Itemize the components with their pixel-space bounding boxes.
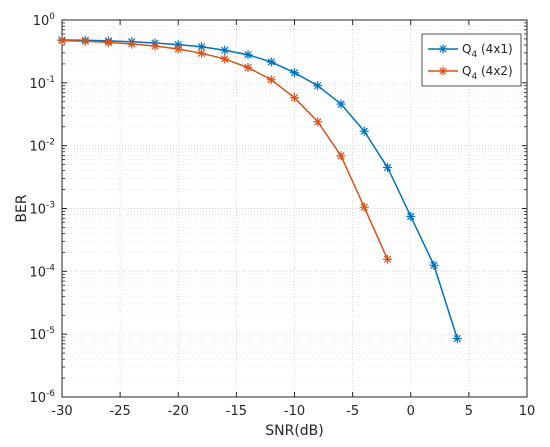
legend-marker-1 [438, 44, 448, 54]
x-tick-label: -20 [168, 404, 189, 419]
x-tick-label: -25 [110, 404, 131, 419]
marker-stroke [383, 163, 392, 172]
marker-stroke [197, 49, 206, 57]
data-point-series-1 [452, 334, 462, 344]
data-point-series-2 [290, 93, 299, 103]
marker-stroke [383, 255, 392, 264]
marker-stroke [453, 334, 461, 343]
y-tick-label: 10-3 [29, 201, 55, 218]
y-axis-label: BER [14, 194, 30, 222]
data-point-series-2 [80, 36, 90, 46]
data-point-series-2 [359, 202, 369, 212]
data-point-series-2 [57, 36, 67, 46]
legend-label-1: Q4 (4x1) [462, 42, 513, 60]
x-tick-label: 10 [519, 404, 536, 419]
marker-stroke [439, 67, 447, 75]
marker-stroke [267, 58, 275, 66]
marker-stroke [430, 261, 438, 269]
data-point-series-1 [313, 81, 323, 91]
data-point-series-1 [266, 57, 276, 67]
data-point-series-2 [150, 41, 160, 51]
data-point-series-2 [197, 48, 206, 58]
legend-label-2: Q4 (4x2) [462, 64, 513, 82]
data-point-series-2 [127, 39, 137, 49]
data-point-series-1 [220, 45, 230, 55]
data-point-series-2 [336, 151, 346, 161]
marker-stroke [81, 37, 89, 45]
marker-stroke [314, 82, 322, 90]
marker-stroke [360, 127, 368, 135]
data-point-series-1 [336, 99, 346, 109]
data-point-series-2 [104, 37, 113, 47]
x-tick-label: -30 [51, 404, 72, 419]
marker-stroke [104, 38, 113, 47]
marker-stroke [290, 69, 299, 77]
data-point-series-2 [173, 44, 183, 54]
marker-stroke [407, 212, 415, 221]
marker-stroke [244, 63, 252, 72]
data-point-series-2 [266, 75, 276, 85]
data-point-series-1 [383, 162, 392, 172]
marker-stroke [439, 45, 447, 53]
marker-stroke [290, 94, 299, 102]
data-point-series-1 [290, 68, 299, 78]
y-tick-label: 10-6 [29, 389, 55, 406]
data-point-series-2 [243, 63, 253, 73]
data-point-series-1 [359, 126, 369, 136]
marker-stroke [128, 40, 136, 48]
x-tick-label: -15 [226, 404, 247, 419]
marker-stroke [197, 43, 206, 51]
legend: Q4 (4x1) Q4 (4x2) [421, 33, 522, 87]
marker-stroke [221, 46, 229, 54]
series-layer [57, 35, 462, 344]
x-tick-label: -5 [346, 404, 359, 419]
data-point-series-1 [243, 50, 253, 60]
y-tick-label: 100 [33, 12, 56, 29]
y-tick-label: 10-5 [29, 326, 55, 343]
marker-stroke [360, 203, 368, 211]
marker-stroke [221, 55, 229, 63]
marker-stroke [267, 76, 275, 84]
y-tick-label: 10-2 [29, 138, 55, 155]
legend-marker-2 [438, 66, 448, 76]
marker-stroke [174, 45, 182, 53]
marker-stroke [151, 42, 159, 50]
legend-box [421, 33, 522, 87]
data-point-series-1 [197, 42, 206, 52]
y-tick-label: 10-1 [29, 75, 55, 92]
marker-stroke [337, 152, 345, 160]
x-tick-label: -10 [284, 404, 305, 419]
marker-stroke [337, 100, 345, 108]
data-point-series-1 [429, 260, 439, 270]
marker-stroke [58, 36, 66, 45]
x-tick-label: 5 [465, 404, 473, 419]
marker-stroke [244, 51, 252, 59]
data-point-series-2 [220, 54, 230, 64]
data-point-series-2 [313, 117, 323, 127]
y-tick-label: 10-4 [29, 263, 55, 280]
x-tick-label: 0 [407, 404, 415, 419]
marker-stroke [314, 118, 322, 126]
data-point-series-1 [406, 211, 416, 221]
x-axis-label: SNR(dB) [265, 423, 324, 439]
data-point-series-2 [383, 254, 392, 264]
